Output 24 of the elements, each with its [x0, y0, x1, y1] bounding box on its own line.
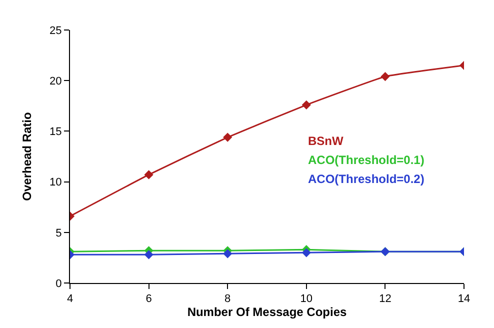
point: [302, 248, 311, 258]
point: [223, 249, 232, 258]
point: [302, 100, 311, 110]
x-tick-label: 4: [66, 293, 74, 306]
y-tick-label: 25: [50, 24, 62, 37]
y-tick-label: 15: [50, 126, 62, 138]
x-tick-label: 12: [379, 293, 392, 306]
x-axis-title: Number Of Message Copies: [187, 305, 348, 320]
x-tick-label: 10: [300, 293, 313, 306]
text: ACO(Threshold=0.2): [308, 172, 424, 186]
point: [223, 132, 232, 142]
text: BSnW: [308, 134, 344, 148]
y-tick-label: 0: [56, 278, 62, 290]
y-axis-title: Overhead Ratio: [20, 112, 34, 201]
y-tick-label: 20: [50, 75, 62, 88]
x-tick-label: 6: [146, 293, 152, 306]
point: [144, 250, 154, 260]
point: [380, 72, 390, 82]
y-tick-label: 10: [50, 176, 62, 189]
point: [144, 170, 154, 180]
y-tick-label: 5: [56, 227, 62, 240]
x-tick-label: 8: [224, 293, 231, 306]
text: ACO(Threshold=0.1): [308, 153, 424, 167]
x-tick-label: 14: [458, 293, 470, 306]
